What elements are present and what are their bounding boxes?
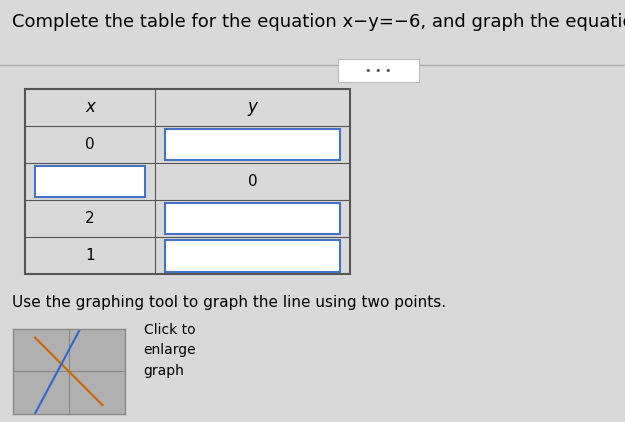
Text: Click to
enlarge
graph: Click to enlarge graph: [144, 323, 196, 378]
Text: Complete the table for the equation x−y=−6, and graph the equation.: Complete the table for the equation x−y=…: [12, 13, 625, 31]
Bar: [35, 166, 145, 197]
Text: 0: 0: [85, 137, 95, 152]
Text: x: x: [85, 98, 95, 116]
Bar: [165, 203, 340, 234]
Text: y: y: [248, 98, 258, 116]
Text: • • •: • • •: [365, 66, 391, 76]
Text: 1: 1: [85, 248, 95, 263]
Text: 0: 0: [248, 174, 258, 189]
Bar: [165, 129, 340, 160]
Text: 2: 2: [85, 211, 95, 226]
Bar: [165, 240, 340, 271]
Text: Use the graphing tool to graph the line using two points.: Use the graphing tool to graph the line …: [12, 295, 447, 311]
